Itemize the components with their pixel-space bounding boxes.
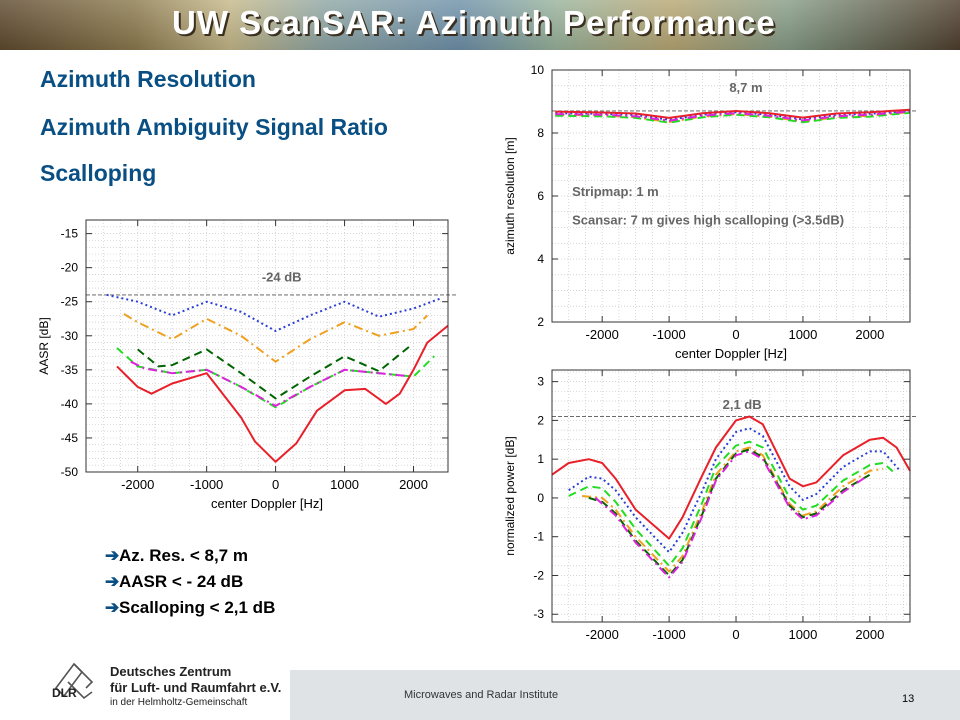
series-line	[555, 110, 911, 122]
y-tick-label: -50	[61, 465, 79, 479]
x-tick-label: -1000	[190, 477, 223, 492]
x-tick-label: 2000	[399, 477, 428, 492]
y-tick-label: -25	[61, 295, 79, 309]
conclusion-scalloping: ➔Scalloping < 2,1 dB	[105, 595, 275, 621]
plot-frame	[85, 219, 449, 473]
series-line	[568, 440, 898, 567]
y-tick-label: -1	[533, 530, 544, 544]
x-tick-label: 1000	[330, 477, 359, 492]
y-tick-label: 10	[531, 63, 545, 77]
series-line	[106, 293, 442, 332]
series-line	[568, 427, 901, 554]
series-line	[555, 110, 911, 121]
x-tick-label: -2000	[121, 477, 154, 492]
series-line	[588, 448, 871, 577]
heading-azimuth-resolution: Azimuth Resolution	[40, 66, 256, 92]
y-tick-label: 2	[537, 413, 544, 427]
series-line	[116, 324, 449, 463]
conclusion-aasr: ➔AASR < - 24 dB	[105, 569, 275, 595]
right-arrow-icon: ➔	[105, 572, 120, 591]
footer-band	[290, 670, 960, 720]
page-number: 13	[902, 693, 915, 705]
x-tick-label: -1000	[652, 627, 685, 642]
x-tick-label: -2000	[586, 327, 619, 342]
chart-annotation: Stripmap: 1 m	[572, 184, 659, 199]
heading-scalloping: Scalloping	[40, 160, 157, 186]
series-line	[555, 108, 911, 119]
logo-abbreviation: DLR	[52, 686, 77, 700]
series-line	[594, 450, 868, 579]
x-axis-label: center Doppler [Hz]	[211, 496, 323, 511]
y-axis-label: normalized power [dB]	[503, 436, 517, 555]
chart-annotation: 2,1 dB	[723, 397, 762, 412]
logo-text-line1: Deutsches Zentrum	[110, 664, 232, 679]
logo-text-line2: für Luft- und Raumfahrt e.V.	[110, 680, 282, 695]
x-tick-label: 0	[272, 477, 279, 492]
series-line	[551, 415, 911, 540]
series-line	[582, 446, 884, 573]
y-tick-label: -2	[533, 568, 544, 582]
y-tick-label: -15	[61, 227, 79, 241]
series-line	[555, 111, 911, 124]
conclusion-text: AASR < - 24 dB	[119, 572, 244, 591]
title-banner: UW ScanSAR: Azimuth Performance	[0, 0, 960, 50]
y-tick-label: -40	[61, 397, 79, 411]
y-tick-label: 8	[537, 126, 544, 140]
slide-title: UW ScanSAR: Azimuth Performance	[172, 4, 776, 41]
y-tick-label: 6	[537, 189, 544, 203]
series-line	[123, 313, 429, 363]
heading-aasr: Azimuth Ambiguity Signal Ratio	[40, 114, 388, 140]
logo-text-line3: in der Helmholtz-Gemeinschaft	[110, 697, 248, 708]
chart-annotation: 8,7 m	[729, 80, 762, 95]
y-tick-label: -3	[533, 607, 544, 621]
y-tick-label: 2	[537, 315, 544, 329]
x-tick-label: -2000	[586, 627, 619, 642]
y-tick-label: 0	[537, 491, 544, 505]
y-tick-label: 3	[537, 375, 544, 389]
x-tick-label: 0	[732, 327, 739, 342]
chart-annotation: -24 dB	[262, 269, 302, 284]
series-line	[130, 360, 414, 407]
x-tick-label: 2000	[855, 327, 884, 342]
plot-frame	[551, 369, 911, 623]
y-tick-label: 1	[537, 452, 544, 466]
y-tick-label: -30	[61, 329, 79, 343]
x-axis-label: center Doppler [Hz]	[675, 346, 787, 361]
conclusion-text: Scalloping < 2,1 dB	[119, 598, 276, 617]
right-arrow-icon: ➔	[105, 546, 120, 565]
y-tick-label: 4	[537, 252, 544, 266]
y-axis-label: AASR [dB]	[37, 317, 51, 374]
conclusion-az-res: ➔Az. Res. < 8,7 m	[105, 543, 275, 569]
title-banner-overlay	[0, 0, 960, 50]
chart-annotation: Scansar: 7 m gives high scalloping (>3.5…	[572, 212, 844, 227]
plot-area	[552, 370, 910, 622]
conclusion-text: Az. Res. < 8,7 m	[119, 546, 248, 565]
dlr-logo-icon	[54, 662, 94, 700]
x-tick-label: 1000	[788, 327, 817, 342]
x-tick-label: 0	[732, 627, 739, 642]
y-tick-label: -45	[61, 431, 79, 445]
y-tick-label: -20	[61, 261, 79, 275]
footer-institute: Microwaves and Radar Institute	[404, 689, 559, 701]
series-line	[137, 345, 411, 400]
y-tick-label: -35	[61, 363, 79, 377]
x-tick-label: 2000	[855, 627, 884, 642]
plot-area	[86, 220, 448, 472]
right-arrow-icon: ➔	[105, 598, 120, 617]
x-tick-label: 1000	[788, 627, 817, 642]
x-tick-label: -1000	[652, 327, 685, 342]
conclusion-list: ➔Az. Res. < 8,7 m ➔AASR < - 24 dB ➔Scall…	[105, 543, 275, 621]
y-axis-label: azimuth resolution [m]	[503, 137, 517, 254]
